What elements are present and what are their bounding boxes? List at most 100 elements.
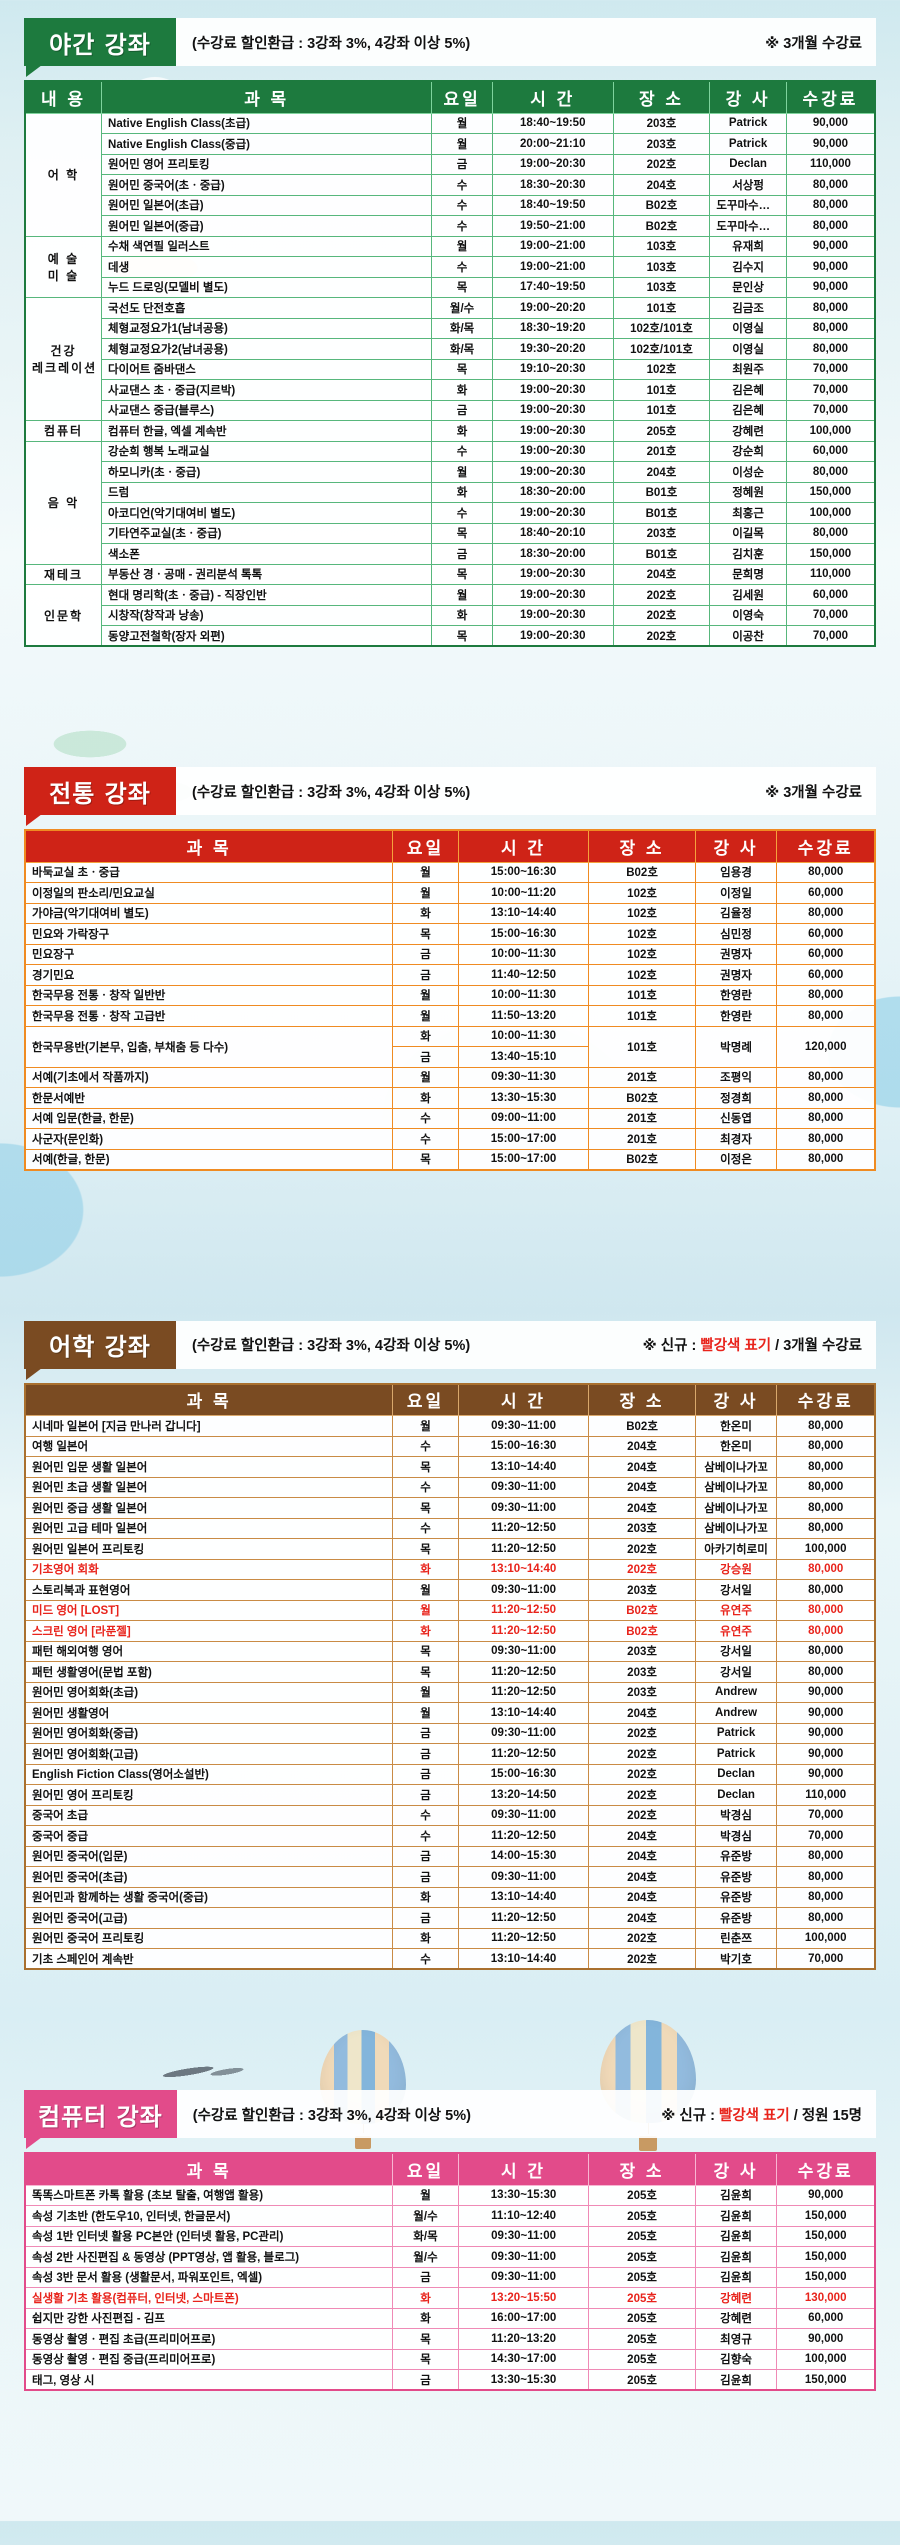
fee-cell: 80,000 <box>776 1661 876 1683</box>
subject-cell: 원어민 영어회화(중급) <box>24 1722 394 1744</box>
day-cell: 월 <box>392 2184 459 2206</box>
table-row: 중국어 초급 수 09:30~11:00 202호 박경심 70,000 <box>24 1804 876 1826</box>
fee-cell: 80,000 <box>776 1435 876 1457</box>
subject-cell: 기초영어 회화 <box>24 1558 394 1580</box>
day-cell: 화/목 <box>392 2225 459 2247</box>
room-cell: B01호 <box>612 543 711 565</box>
table-row: 패턴 생활영어(문법 포함) 목 11:20~12:50 203호 강서일 80,000 <box>24 1661 876 1683</box>
time-cell: 11:10~12:40 <box>457 2205 590 2227</box>
day-cell: 월 <box>392 984 459 1006</box>
time-cell: 16:00~17:00 <box>457 2307 590 2329</box>
column-header: 수강료 <box>776 829 876 863</box>
table-row: 원어민 영어회화(고급) 금 11:20~12:50 202호 Patrick 90,00… <box>24 1743 876 1765</box>
subject-cell: 원어민 중국어(초급) <box>24 1866 394 1888</box>
fee-cell: 100,000 <box>785 502 876 524</box>
room-cell: 201호 <box>612 440 711 462</box>
time-cell: 18:30~20:00 <box>491 481 614 503</box>
fee-cell: 90,000 <box>785 133 876 155</box>
teacher-cell: 김향숙 <box>694 2348 778 2370</box>
table-row: 원어민 영어 프리토킹 금 19:00~20:30 202호 Declan 110,000 <box>25 153 876 175</box>
category-cell: 어 학 <box>24 112 103 237</box>
room-cell: 202호 <box>612 625 711 647</box>
day-cell: 화 <box>431 481 493 503</box>
table-row: 원어민 일본어 프리토킹 목 11:20~12:50 202호 아카기히로미 100,00… <box>24 1538 876 1560</box>
teacher-cell: 서상펑 <box>709 174 787 196</box>
room-cell: 205호 <box>588 2184 696 2206</box>
fee-cell: 90,000 <box>785 276 876 298</box>
category-cell: 컴퓨터 <box>24 420 103 442</box>
day-cell: 목 <box>431 276 493 298</box>
table-row: 건강 레크레이션 국선도 단전호흡 월/수 19:00~20:20 101호 김금조 80,0… <box>24 297 876 421</box>
time-cell: 19:30~20:20 <box>491 338 614 360</box>
subject-cell: 원어민 일본어 프리토킹 <box>24 1538 394 1560</box>
fee-cell: 80,000 <box>776 1005 876 1027</box>
fee-cell: 110,000 <box>785 153 876 175</box>
day-cell: 월 <box>431 584 493 606</box>
subject-cell: 동영상 촬영ㆍ편집 초급(프리미어프로) <box>24 2328 394 2350</box>
teacher-cell: 이길목 <box>709 522 787 544</box>
time-cell: 13:10~14:40 <box>457 1948 590 1970</box>
column-header: 시 간 <box>457 1383 590 1416</box>
day-cell: 월 <box>431 461 493 483</box>
section-note-strip-language: (수강료 할인환급 : 3강좌 3%, 4강좌 이상 5%) ※ 신규 : 빨강색… <box>176 1320 876 1369</box>
teacher-cell: 이정일 <box>694 882 778 904</box>
time-cell: 09:30~11:00 <box>457 2266 590 2288</box>
subject-cell: 동양고전철학(장자 외편) <box>101 625 433 647</box>
subject-cell: 국선도 단전호흡 <box>101 297 433 319</box>
section-note-strip-traditional: (수강료 할인환급 : 3강좌 3%, 4강좌 이상 5%) ※ 3개월 수강료 <box>176 767 876 815</box>
room-cell: 204호 <box>612 461 711 483</box>
section-header-traditional: 전통 강좌 (수강료 할인환급 : 3강좌 3%, 4강좌 이상 5%) ※ 3개월… <box>24 767 876 826</box>
day-cell: 월 <box>392 1599 459 1621</box>
subject-cell: 아코디언(악기대여비 별도) <box>101 502 433 524</box>
subject-cell: 컴퓨터 한글, 엑셀 계속반 <box>101 420 433 442</box>
fee-cell: 80,000 <box>785 338 876 360</box>
room-cell: 204호 <box>588 1497 696 1519</box>
fee-cell: 150,000 <box>785 543 876 565</box>
table-row: 동영상 촬영ㆍ편집 초급(프리미어프로) 목 11:20~13:20 205호 최영규 9… <box>24 2328 876 2350</box>
subject-cell: 중국어 중급 <box>24 1825 394 1847</box>
table-row: 한국무용 전통ㆍ창작 고급반 월 11:50~13:20 101호 한영란 80,000 <box>24 1005 876 1027</box>
day-cell: 화 <box>392 1087 459 1109</box>
time-cell: 19:00~20:30 <box>491 461 614 483</box>
fee-cell: 80,000 <box>776 1476 876 1498</box>
fee-cell: 80,000 <box>776 1579 876 1601</box>
column-header: 장 소 <box>588 829 696 863</box>
teacher-cell: 김윤희 <box>694 2225 778 2247</box>
teacher-cell: 이영실 <box>709 317 787 339</box>
table-row: 원어민 일본어(중급) 수 19:50~21:00 B02호 도꾸마수요시에 80,000 <box>25 215 876 237</box>
room-cell: 101호 <box>612 379 711 401</box>
fee-cell: 150,000 <box>785 481 876 503</box>
time-cell: 11:20~12:50 <box>457 1907 590 1929</box>
table-row: 원어민 중국어(초급) 금 09:30~11:00 204호 유준방 80,000 <box>24 1866 876 1888</box>
discount-note-language: (수강료 할인환급 : 3강좌 3%, 4강좌 이상 5%) <box>192 1338 471 1354</box>
teacher-cell: 강서일 <box>694 1661 778 1683</box>
fee-cell: 80,000 <box>776 1107 876 1129</box>
fee-cell: 80,000 <box>776 1415 876 1437</box>
fee-cell: 60,000 <box>776 964 876 986</box>
fee-cell: 80,000 <box>776 1640 876 1662</box>
fee-cell: 90,000 <box>776 2184 876 2206</box>
fee-cell: 60,000 <box>776 943 876 965</box>
day-cell: 금 <box>392 2266 459 2288</box>
room-cell: 101호 <box>588 1025 696 1068</box>
table-row: 기초 스페인어 계속반 수 13:10~14:40 202호 박기호 70,000 <box>24 1948 876 1970</box>
time-cell: 14:00~15:30 <box>457 1845 590 1867</box>
time-cell: 18:40~19:50 <box>491 112 614 134</box>
day-cell: 월 <box>392 1702 459 1724</box>
time-cell: 11:20~12:50 <box>457 1743 590 1765</box>
day-cell: 화/목 <box>431 317 493 339</box>
fee-cell: 90,000 <box>776 2328 876 2350</box>
fee-cell: 60,000 <box>776 2307 876 2329</box>
room-cell: 205호 <box>588 2307 696 2329</box>
time-cell: 09:30~11:00 <box>457 1476 590 1498</box>
table-row: 똑똑스마트폰 카톡 활용 (초보 탈출, 여행앱 활용) 월 13:30~15:30… <box>24 2184 876 2206</box>
right-note-prefix-night: ※ 3개월 수강료 <box>765 35 862 52</box>
room-cell: B02호 <box>612 194 711 216</box>
teacher-cell: 린춘쯔 <box>694 1927 778 1949</box>
table-row: 서예 입문(한글, 한문) 수 09:00~11:00 201호 신동엽 80,000 <box>24 1107 876 1129</box>
section-gap <box>0 647 900 767</box>
teacher-cell: Patrick <box>709 133 787 155</box>
time-cell: 11:20~13:20 <box>457 2328 590 2350</box>
